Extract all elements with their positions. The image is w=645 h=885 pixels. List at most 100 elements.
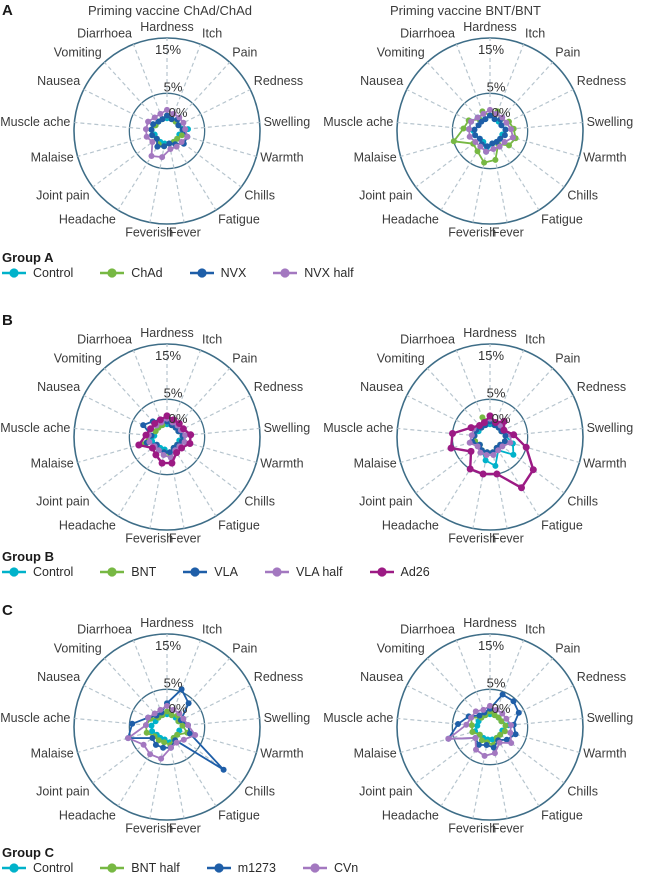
series-point	[493, 470, 501, 478]
series-point	[502, 126, 509, 133]
series-point	[148, 444, 156, 452]
legend-marker-icon	[100, 863, 125, 873]
radar-spoke	[132, 640, 163, 716]
series-point	[168, 712, 175, 719]
radar-series-cvn	[125, 702, 199, 762]
series-point	[179, 425, 187, 433]
axis-label-feverish: Feverish	[125, 531, 173, 545]
legend-item-ad26: Ad26	[369, 565, 430, 579]
legend-marker-icon	[100, 268, 125, 278]
radar-series-ad26	[447, 412, 537, 492]
axis-label-redness: Redness	[254, 74, 303, 88]
series-point	[148, 153, 155, 159]
legend-item-bnt: BNT	[100, 565, 156, 579]
radar-spoke	[426, 657, 482, 718]
series-point	[175, 122, 182, 129]
radar-spoke	[179, 121, 260, 131]
series-point	[472, 139, 479, 145]
axis-label-vomiting: Vomiting	[54, 45, 102, 59]
radar-chart-c-right: 0% 5% 15% Hardness Itch Pain Redness Swelling Wa…	[323, 614, 645, 844]
radial-tick-label: 5%	[487, 79, 506, 94]
legend-item-label: NVX	[220, 266, 247, 280]
axis-label-pain: Pain	[555, 351, 580, 365]
radar-spoke	[92, 138, 157, 188]
radar-series-nvx-half	[143, 106, 191, 161]
radar-spoke	[177, 444, 242, 494]
radar-spoke	[179, 427, 260, 437]
axis-label-fever: Fever	[169, 821, 201, 835]
series-point	[468, 714, 475, 721]
radar-spoke	[175, 61, 231, 122]
radar-spoke	[74, 717, 155, 727]
radar-spoke	[117, 737, 161, 807]
axis-label-muscle-ache: Muscle ache	[323, 421, 393, 435]
series-point	[483, 452, 490, 458]
series-point	[220, 766, 227, 773]
series-point	[490, 744, 497, 751]
radar-spoke	[103, 367, 159, 428]
axis-label-headache: Headache	[59, 809, 116, 823]
series-point	[178, 132, 185, 139]
legend-marker-icon	[2, 863, 26, 873]
radial-tick-label: 5%	[164, 385, 183, 400]
radar-spoke	[92, 444, 157, 494]
axis-label-chills: Chills	[567, 785, 598, 799]
axis-label-muscle-ache: Muscle ache	[323, 115, 393, 129]
legend-item-label: m1273	[237, 861, 276, 875]
axis-label-redness: Redness	[577, 380, 626, 394]
series-point	[140, 422, 147, 429]
axis-label-joint-pain: Joint pain	[36, 785, 90, 799]
legend-marker-dot	[214, 863, 224, 873]
series-point	[170, 110, 177, 117]
legend-marker-icon	[100, 567, 125, 577]
axis-label-malaise: Malaise	[354, 457, 397, 471]
axis-label-joint-pain: Joint pain	[36, 189, 90, 203]
legend-marker-icon	[189, 268, 214, 278]
axis-label-diarrhoea: Diarrhoea	[77, 623, 132, 637]
radar-spoke	[415, 444, 480, 494]
radar-spoke	[397, 121, 478, 131]
series-point	[486, 412, 494, 420]
series-point	[502, 722, 509, 729]
series-point	[143, 722, 149, 729]
series-point	[143, 729, 150, 736]
series-point	[472, 132, 479, 139]
series-point	[145, 118, 152, 125]
radar-inner-ring	[128, 92, 206, 170]
axis-label-muscle-ache: Muscle ache	[0, 711, 70, 725]
series-point	[492, 419, 500, 426]
series-point	[166, 140, 173, 147]
legend-group-c: Control BNT half m1273 CVn	[2, 861, 358, 875]
series-point	[164, 708, 170, 715]
series-point	[512, 731, 519, 738]
series-point	[159, 154, 166, 161]
radar-spoke	[149, 143, 166, 223]
axis-label-fever: Fever	[492, 225, 524, 239]
axis-label-malaise: Malaise	[31, 747, 74, 761]
series-point	[135, 441, 143, 449]
series-point	[510, 451, 517, 458]
axis-label-diarrhoea: Diarrhoea	[400, 333, 455, 347]
axis-label-itch: Itch	[202, 27, 222, 41]
radar-svg: 0% 5% 15% Hardness Itch Pain Redness Swelling Wa…	[0, 20, 310, 239]
series-point	[472, 735, 479, 741]
series-point	[173, 143, 180, 150]
radar-spoke	[498, 657, 554, 718]
legend-item-label: Control	[33, 861, 74, 875]
legend-marker-dot	[376, 567, 387, 577]
series-point	[510, 431, 518, 439]
radar-spoke	[168, 449, 185, 529]
series-point	[168, 459, 176, 467]
axis-label-diarrhoea: Diarrhoea	[77, 27, 132, 41]
radar-spoke	[472, 739, 489, 819]
axis-label-muscle-ache: Muscle ache	[0, 421, 70, 435]
axis-label-fatigue: Fatigue	[218, 519, 260, 533]
radial-tick-label: 0%	[492, 411, 511, 426]
axis-label-hardness: Hardness	[140, 20, 194, 34]
series-point	[181, 439, 188, 445]
series-point	[487, 106, 493, 113]
series-point	[466, 133, 473, 140]
radial-tick-label: 15%	[478, 42, 504, 57]
series-point	[469, 729, 476, 735]
series-point	[476, 712, 483, 719]
